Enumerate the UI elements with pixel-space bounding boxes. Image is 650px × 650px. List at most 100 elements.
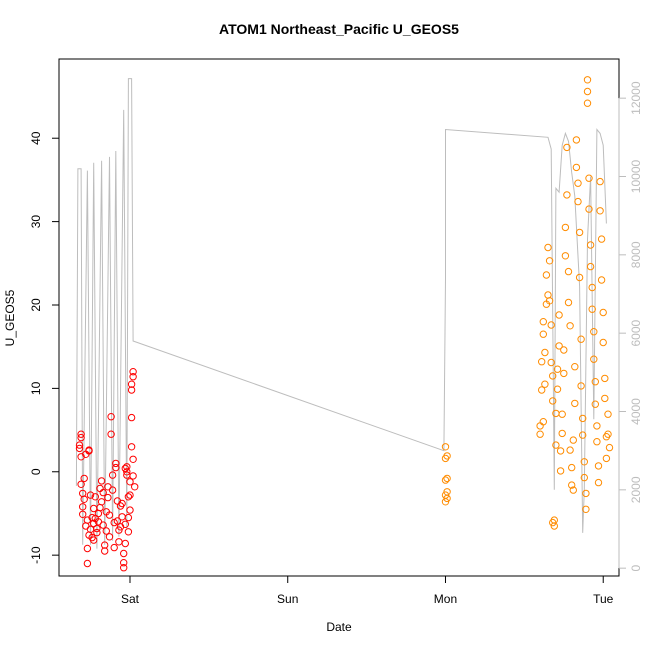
- data-point: [83, 544, 92, 553]
- data-point: [596, 177, 604, 186]
- data-point: [550, 516, 558, 524]
- data-point: [443, 452, 451, 460]
- series-2: [441, 76, 614, 530]
- data-point: [575, 273, 584, 282]
- data-point: [539, 418, 547, 426]
- data-point: [572, 136, 581, 144]
- data-point: [108, 486, 117, 494]
- y-tick-label: 40: [29, 131, 43, 145]
- data-point: [588, 283, 596, 292]
- data-point: [558, 429, 566, 438]
- data-point: [104, 493, 112, 502]
- data-point: [127, 380, 136, 388]
- data-point: [549, 397, 557, 405]
- data-point: [604, 410, 612, 418]
- data-point: [120, 549, 128, 558]
- points-group: [75, 76, 614, 572]
- data-point: [536, 430, 544, 438]
- data-point: [597, 235, 606, 243]
- data-point: [85, 446, 93, 454]
- data-point: [126, 491, 134, 499]
- data-point: [593, 438, 601, 446]
- data-point: [79, 503, 87, 511]
- data-point: [126, 506, 134, 514]
- data-point: [563, 143, 571, 152]
- data-point: [568, 463, 576, 472]
- data-point: [564, 267, 573, 276]
- y2-tick-label: 10000: [629, 159, 643, 193]
- data-point: [86, 491, 95, 499]
- data-point: [129, 373, 137, 381]
- chart-title: ATOM1 Northeast_Pacific U_GEOS5: [219, 21, 459, 37]
- data-point: [107, 430, 115, 438]
- y-tick-label: 10: [29, 381, 43, 395]
- data-point: [552, 441, 560, 449]
- data-point: [549, 372, 557, 380]
- data-point: [582, 489, 590, 498]
- data-point: [588, 305, 596, 313]
- data-point: [569, 436, 577, 444]
- data-point: [591, 378, 599, 386]
- data-point: [605, 443, 614, 452]
- data-point: [555, 342, 563, 350]
- data-point: [574, 179, 582, 187]
- x-tick-label: Sat: [121, 592, 140, 606]
- data-point: [586, 262, 595, 271]
- data-point: [129, 368, 137, 376]
- y-tick-label: -10: [29, 546, 43, 564]
- data-point: [596, 207, 604, 215]
- data-point: [561, 252, 570, 260]
- data-point: [553, 365, 562, 373]
- y-axis-title: U_GEOS5: [3, 289, 17, 346]
- data-point: [599, 308, 607, 317]
- data-point: [127, 386, 136, 394]
- data-point: [97, 477, 106, 485]
- x-tick-label: Mon: [434, 592, 457, 606]
- y-axis-left: -10 0 10 20 30 40: [29, 131, 60, 564]
- data-point: [83, 559, 92, 568]
- data-point: [561, 223, 570, 232]
- data-point: [127, 443, 136, 451]
- data-point: [572, 163, 581, 172]
- data-point: [99, 488, 107, 497]
- data-point: [97, 498, 106, 506]
- y-tick-label: 0: [29, 468, 43, 475]
- data-point: [560, 346, 568, 354]
- data-point: [602, 454, 611, 463]
- y-axis-right: 0 2000 4000 6000 8000 10000 12000: [618, 81, 643, 572]
- data-point: [591, 400, 599, 408]
- data-point: [102, 527, 111, 535]
- y2-tick-label: 6000: [629, 319, 643, 346]
- data-point: [556, 467, 565, 475]
- y2-tick-label: 2000: [629, 476, 643, 503]
- data-point: [545, 257, 554, 265]
- data-point: [121, 464, 130, 473]
- data-point: [113, 517, 122, 525]
- data-point: [79, 510, 87, 518]
- data-point: [75, 441, 84, 449]
- data-point: [577, 335, 585, 343]
- data-point: [579, 414, 587, 423]
- y-tick-label: 30: [29, 215, 43, 229]
- data-point: [124, 528, 133, 536]
- data-point: [538, 386, 546, 394]
- data-point: [124, 493, 133, 501]
- data-point: [601, 394, 609, 403]
- altitude-line: [75, 78, 607, 549]
- x-tick-label: Sun: [277, 592, 298, 606]
- data-point: [593, 422, 601, 430]
- x-axis: Sat Sun Mon Tue: [121, 575, 614, 606]
- data-point: [77, 480, 85, 488]
- data-point: [539, 330, 547, 338]
- data-point: [127, 413, 136, 422]
- data-point: [590, 355, 598, 363]
- data-point: [577, 382, 585, 390]
- series-1: [75, 368, 139, 572]
- data-point: [547, 321, 555, 329]
- data-point: [544, 243, 552, 252]
- data-point: [118, 499, 126, 508]
- data-point: [441, 443, 450, 451]
- data-point: [101, 547, 109, 555]
- data-point: [585, 205, 593, 213]
- data-point: [594, 478, 603, 487]
